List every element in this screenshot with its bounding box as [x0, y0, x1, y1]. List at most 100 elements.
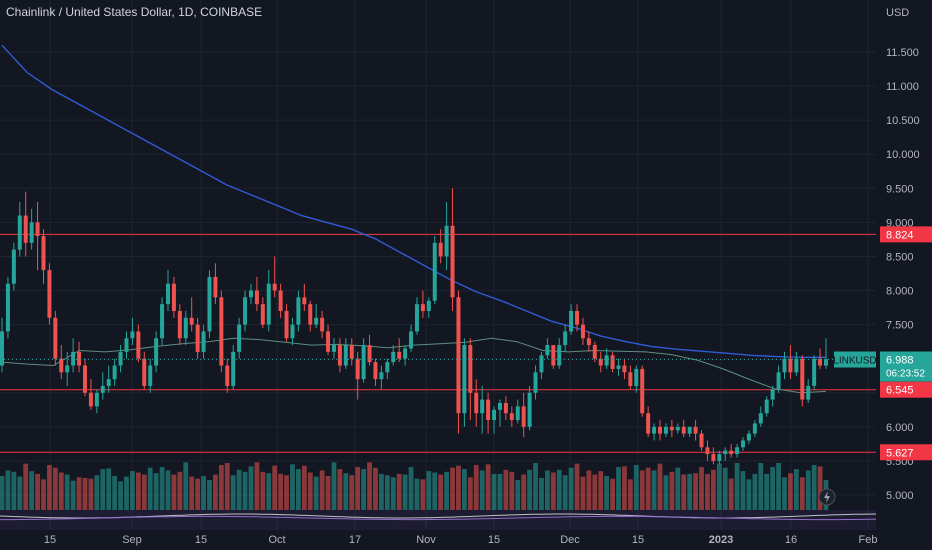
volume-bar: [313, 476, 319, 510]
volume-bar: [390, 477, 396, 510]
volume-bar: [373, 467, 378, 510]
candle-up: [165, 283, 170, 305]
candle-up: [379, 372, 384, 380]
candle-up: [248, 290, 253, 298]
volume-bar: [124, 476, 129, 510]
candle-up: [569, 310, 574, 332]
candle-up: [118, 351, 123, 366]
volume-bar: [770, 467, 776, 510]
volume-bar: [118, 481, 123, 510]
candle-down: [254, 290, 259, 305]
volume-bar: [177, 471, 183, 510]
volume-bar: [752, 473, 758, 510]
volume-bar: [284, 475, 289, 510]
volume-bar: [141, 474, 147, 510]
volume-bar: [580, 476, 586, 510]
candle-down: [82, 365, 87, 393]
candle-down: [35, 222, 40, 237]
volume-bar: [58, 472, 64, 510]
volume-bar: [604, 475, 610, 510]
x-tick-label: 15: [632, 534, 644, 546]
volume-bar: [135, 472, 141, 510]
candle-up: [812, 358, 817, 386]
y-tick-label: 10.500: [886, 115, 920, 127]
oscillator-signal-line: [0, 515, 877, 521]
candle-down: [213, 276, 218, 298]
volume-bar: [29, 471, 35, 510]
volume-bar: [610, 478, 615, 510]
volume-bar: [663, 475, 669, 510]
volume-bar: [52, 467, 58, 510]
volume-bar: [550, 472, 556, 510]
candle-up: [563, 331, 568, 346]
candle-up: [634, 368, 639, 386]
volume-bar: [793, 469, 799, 510]
candle-up: [314, 317, 319, 325]
candle-down: [41, 236, 46, 271]
candle-up: [361, 345, 366, 380]
countdown-timer: 06:23:52: [886, 369, 925, 380]
volume-bar: [301, 465, 307, 510]
candle-up: [148, 365, 153, 386]
candle-up: [557, 345, 562, 366]
volume-bar: [675, 467, 681, 510]
candle-down: [622, 365, 627, 373]
candle-down: [337, 345, 342, 366]
candle-down: [486, 399, 491, 421]
candle-down: [705, 447, 710, 455]
candle-up: [758, 413, 763, 424]
candle-down: [136, 331, 141, 359]
volume-bar: [165, 470, 171, 510]
candle-down: [23, 215, 28, 243]
volume-bar: [218, 465, 224, 510]
candle-down: [397, 351, 402, 359]
candle-down: [47, 270, 52, 318]
candle-down: [468, 345, 473, 393]
volume-bar: [758, 462, 764, 510]
volume-bar: [331, 462, 337, 510]
x-tick-label: 2023: [709, 534, 733, 546]
volume-bar: [130, 471, 135, 510]
volume-bar: [734, 462, 740, 510]
volume-bar: [722, 467, 728, 510]
candle-up: [403, 348, 408, 359]
x-tick-label: Nov: [416, 534, 436, 546]
candle-up: [462, 345, 467, 414]
oscillator-pane: [0, 510, 877, 530]
volume-bar: [290, 464, 295, 510]
volume-bar: [776, 462, 781, 510]
volume-bar: [106, 468, 112, 510]
currency-label: USD: [886, 7, 909, 19]
candle-down: [260, 304, 265, 325]
candle-down: [551, 345, 556, 366]
price-axis[interactable]: [878, 0, 932, 530]
volume-bar: [70, 480, 76, 510]
candle-up: [782, 358, 787, 373]
candle-up: [237, 324, 242, 352]
time-axis[interactable]: [0, 530, 878, 550]
volume-bar: [147, 467, 153, 510]
candle-up: [391, 351, 396, 363]
volume-bar: [799, 477, 805, 510]
candle-up: [652, 426, 657, 434]
candle-down: [592, 345, 597, 359]
candle-down: [278, 290, 283, 311]
candle-up: [183, 317, 188, 339]
volume-bar: [438, 474, 444, 510]
volume-bar: [402, 474, 408, 510]
replay-button[interactable]: [818, 488, 836, 506]
last-price-value: 6.988: [886, 355, 914, 367]
candle-down: [308, 304, 313, 325]
last-price-box: [880, 351, 932, 382]
candle-down: [302, 297, 307, 305]
candle-down: [177, 310, 182, 339]
volume-bar: [687, 473, 693, 510]
volume-bar: [195, 478, 201, 510]
candle-down: [818, 358, 823, 366]
volume-bar: [485, 464, 491, 510]
volume-bar: [491, 473, 497, 510]
candle-up: [806, 385, 811, 400]
volume-bar: [201, 475, 206, 510]
volume-bar: [746, 479, 752, 510]
